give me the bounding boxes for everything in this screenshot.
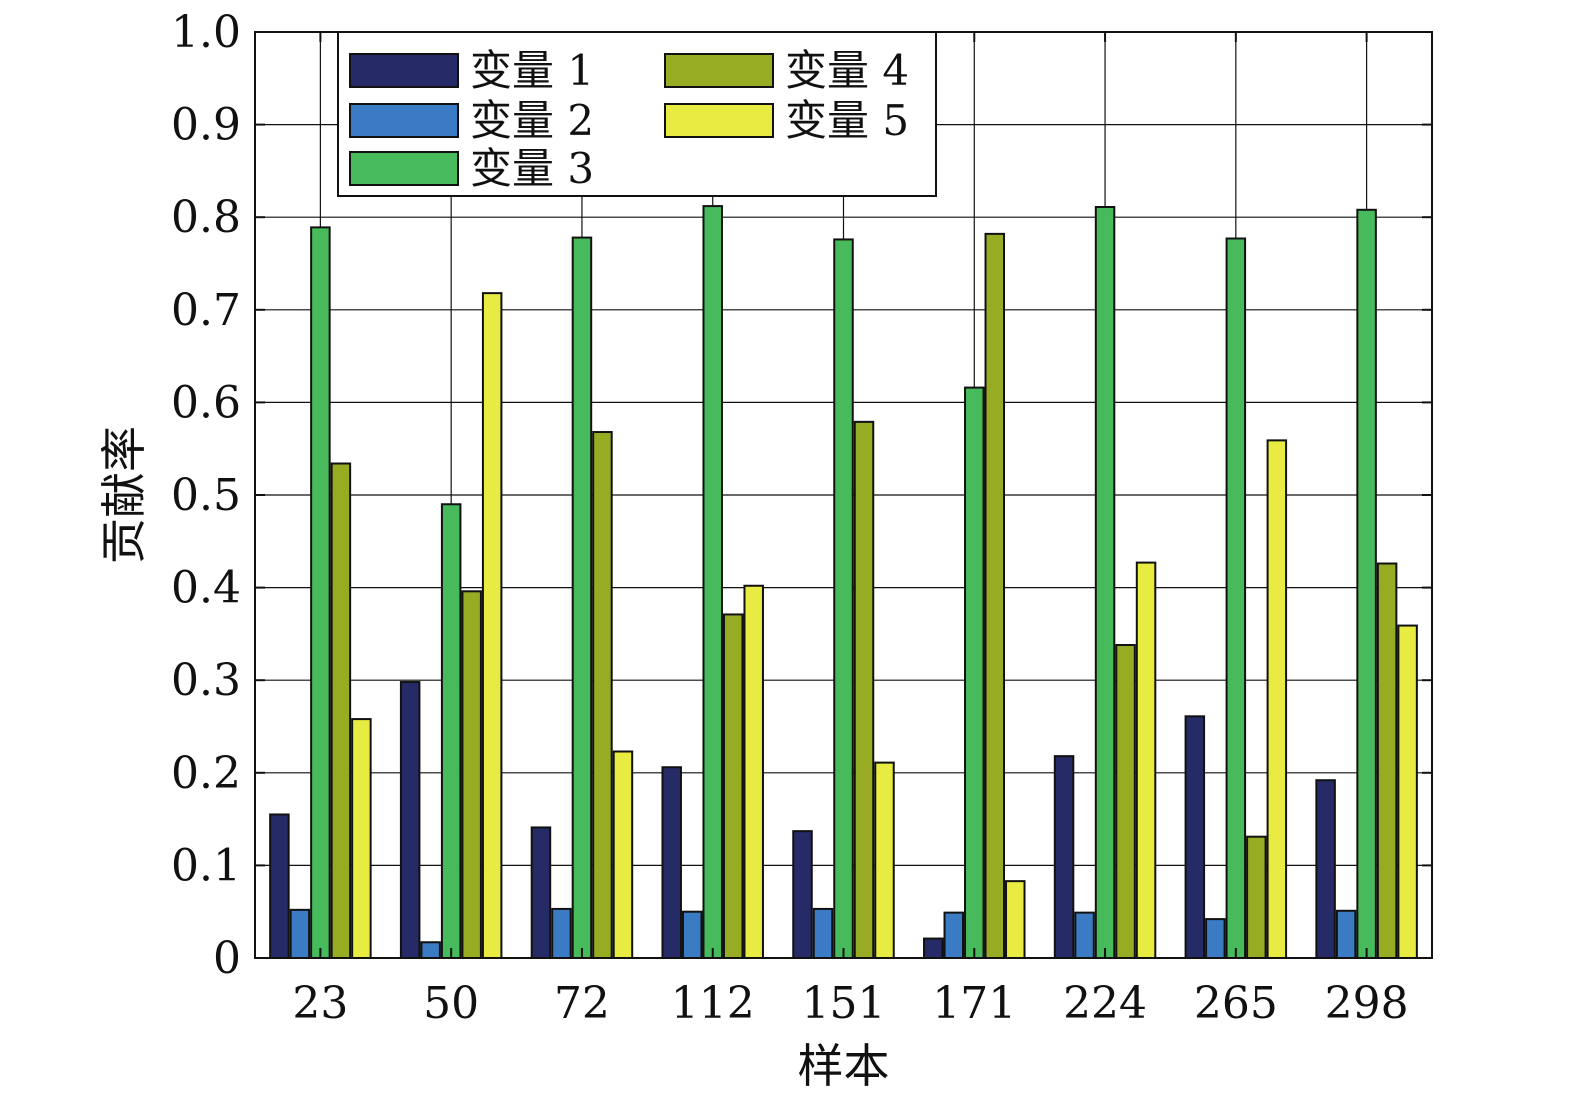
legend-swatch xyxy=(664,53,774,88)
bar xyxy=(1225,237,1247,960)
bar xyxy=(681,910,703,960)
bar xyxy=(833,238,854,959)
bar xyxy=(964,386,985,960)
y-tick-label: 0.6 xyxy=(171,377,241,428)
bar xyxy=(351,718,372,959)
bar xyxy=(702,205,723,959)
bar xyxy=(743,584,764,959)
bar xyxy=(943,911,965,959)
y-tick-label: 0.3 xyxy=(171,655,241,706)
bar xyxy=(481,292,503,959)
axis-ticks xyxy=(255,31,1432,959)
y-tick-label: 0.1 xyxy=(171,840,241,891)
bar xyxy=(420,941,441,959)
bar xyxy=(440,503,462,959)
legend-swatch xyxy=(349,53,459,88)
y-tick-label: 0.8 xyxy=(171,192,241,243)
bar xyxy=(722,613,744,959)
bar xyxy=(1335,909,1357,959)
y-tick-label: 0.2 xyxy=(171,748,241,799)
legend-label: 变量 4 xyxy=(785,46,909,95)
x-tick-label: 298 xyxy=(1325,978,1409,1029)
bar xyxy=(853,420,875,959)
bar xyxy=(1094,206,1116,960)
bar xyxy=(612,750,634,960)
bar xyxy=(592,431,613,960)
bar xyxy=(1135,561,1157,960)
bar xyxy=(874,761,895,960)
bar xyxy=(1005,880,1026,960)
bar xyxy=(461,590,482,960)
legend: 变量 1变量 2变量 3 变量 4变量 5 xyxy=(337,31,937,197)
legend-label: 变量 3 xyxy=(470,144,594,193)
bar xyxy=(1376,562,1398,959)
y-axis-title: 贡献率 xyxy=(97,426,151,564)
bar xyxy=(812,907,834,959)
bar xyxy=(1115,644,1136,960)
bar xyxy=(1266,439,1288,959)
bar xyxy=(1074,911,1095,959)
y-tick-label: 0.5 xyxy=(171,470,241,521)
y-tick-labels: 0 0.1 0.2 0.3 0.4 0.5 0.6 0.7 0.8 0.9 1.0 xyxy=(171,7,241,984)
bar xyxy=(661,766,682,960)
y-tick-label: 0.4 xyxy=(171,563,241,614)
y-tick-label: 0.9 xyxy=(171,100,241,151)
legend-swatch xyxy=(349,151,459,186)
bar xyxy=(1315,779,1336,960)
bar xyxy=(1205,918,1226,959)
x-tick-label: 151 xyxy=(802,978,886,1029)
bar xyxy=(1397,624,1418,959)
legend-label: 变量 5 xyxy=(785,96,909,145)
bar xyxy=(1053,755,1075,960)
bar xyxy=(1246,835,1267,959)
x-axis-title: 样本 xyxy=(798,1039,890,1093)
x-tick-label: 265 xyxy=(1194,978,1278,1029)
bar xyxy=(399,681,421,959)
y-tick-label: 1.0 xyxy=(171,7,241,58)
bar xyxy=(1356,208,1377,960)
bar xyxy=(923,937,944,960)
bar xyxy=(289,908,311,960)
legend-label: 变量 2 xyxy=(470,96,594,145)
bar xyxy=(330,462,352,959)
bar xyxy=(1184,715,1206,960)
x-tick-label: 72 xyxy=(554,978,610,1029)
bar xyxy=(530,826,552,960)
bar xyxy=(551,907,572,959)
x-tick-label: 224 xyxy=(1063,978,1147,1029)
bar xyxy=(269,813,290,959)
y-tick-label: 0.7 xyxy=(171,285,241,336)
legend-swatch xyxy=(349,103,459,138)
bar xyxy=(571,236,593,959)
legend-swatch xyxy=(664,103,774,138)
x-tick-label: 23 xyxy=(292,978,348,1029)
x-tick-label: 50 xyxy=(423,978,479,1029)
x-tick-label: 112 xyxy=(671,978,755,1029)
bar xyxy=(310,226,331,960)
y-tick-label: 0 xyxy=(213,933,241,984)
bar xyxy=(792,830,813,959)
bars xyxy=(269,205,1418,960)
x-tick-labels: 23 50 72 112 151 171 224 265 298 xyxy=(292,978,1408,1029)
bar xyxy=(984,232,1006,960)
legend-label: 变量 1 xyxy=(470,46,594,95)
x-tick-label: 171 xyxy=(932,978,1016,1029)
